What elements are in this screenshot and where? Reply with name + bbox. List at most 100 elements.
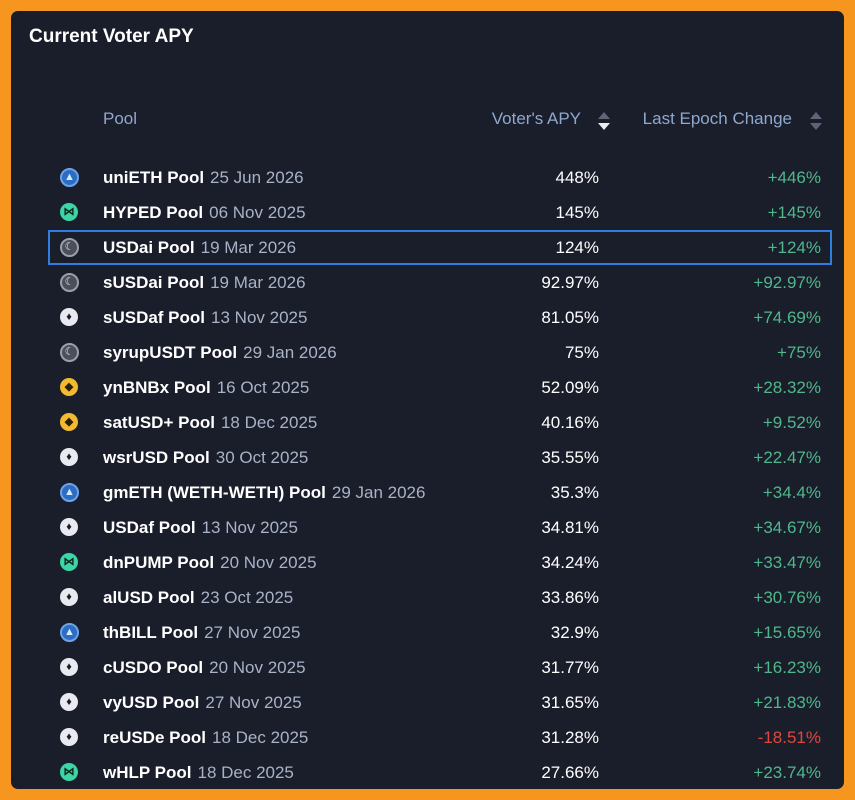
table-row[interactable]: ♦ vyUSD Pool 27 Nov 2025 31.65% +21.83% [11,685,844,720]
pool-date: 27 Nov 2025 [204,623,301,642]
eth-icon: ♦ [60,308,78,326]
table-row[interactable]: ☾ USDai Pool 19 Mar 2026 124% +124% [48,230,832,265]
epoch-change-value: +9.52% [762,413,821,432]
bnb-icon: ◆ [60,413,78,431]
table-row[interactable]: ⋈ dnPUMP Pool 20 Nov 2025 34.24% +33.47% [11,545,844,580]
pool-cell: sUSDaf Pool 13 Nov 2025 [103,308,307,328]
column-header-change[interactable]: Last Epoch Change [642,109,792,128]
pool-cell: wsrUSD Pool 30 Oct 2025 [103,448,308,468]
column-header-pool: Pool [103,109,138,128]
apy-value: 75% [564,343,599,362]
table-row[interactable]: ▲ thBILL Pool 27 Nov 2025 32.9% +15.65% [11,615,844,650]
apy-value: 33.86% [541,588,599,607]
pool-cell: HYPED Pool 06 Nov 2025 [103,203,306,223]
eth-icon: ♦ [60,693,78,711]
pool-date: 18 Dec 2025 [211,728,309,747]
arrow-icon: ▲ [60,168,79,187]
pool-cell: sUSDai Pool 19 Mar 2026 [103,273,306,293]
table-row[interactable]: ♦ USDaf Pool 13 Nov 2025 34.81% +34.67% [11,510,844,545]
pool-cell: vyUSD Pool 27 Nov 2025 [103,693,302,713]
pool-name: wsrUSD Pool [103,448,210,467]
table-row[interactable]: ⋈ HYPED Pool 06 Nov 2025 145% +145% [11,195,844,230]
table-row[interactable]: ♦ reUSDe Pool 18 Dec 2025 31.28% -18.51% [11,720,844,755]
apy-value: 448% [555,168,599,187]
epoch-change-value: +15.65% [753,623,821,642]
sort-apy-icon[interactable] [598,112,610,132]
pool-name: cUSDO Pool [103,658,204,677]
pool-name: satUSD+ Pool [103,413,215,432]
pool-date: 27 Nov 2025 [205,693,302,712]
pool-name: ynBNBx Pool [103,378,211,397]
pool-name: gmETH (WETH-WETH) Pool [103,483,326,502]
pool-date: 13 Nov 2025 [211,308,308,327]
epoch-change-value: +21.83% [753,693,821,712]
epoch-change-value: +34.67% [753,518,821,537]
epoch-change-value: +446% [767,168,821,187]
pool-cell: USDai Pool 19 Mar 2026 [103,238,296,258]
column-header-apy[interactable]: Voter's APY [491,109,581,128]
apy-value: 35.55% [541,448,599,467]
pool-cell: USDaf Pool 13 Nov 2025 [103,518,298,538]
pool-name: wHLP Pool [103,763,192,782]
apy-value: 31.28% [541,728,599,747]
table-row[interactable]: ▲ uniETH Pool 25 Jun 2026 448% +446% [11,160,844,195]
apy-value: 34.81% [541,518,599,537]
epoch-change-value: +74.69% [753,308,821,327]
table-row[interactable]: ☾ syrupUSDT Pool 29 Jan 2026 75% +75% [11,335,844,370]
table-row[interactable]: ♦ sUSDaf Pool 13 Nov 2025 81.05% +74.69% [11,300,844,335]
epoch-change-value: +16.23% [753,658,821,677]
pool-date: 06 Nov 2025 [209,203,306,222]
bnb-icon: ◆ [60,378,78,396]
pool-cell: cUSDO Pool 20 Nov 2025 [103,658,306,678]
sort-change-icon[interactable] [810,112,822,132]
table-row[interactable]: ◆ ynBNBx Pool 16 Oct 2025 52.09% +28.32% [11,370,844,405]
arrow-icon: ▲ [60,623,79,642]
arrow-icon: ▲ [60,483,79,502]
table-row[interactable]: ♦ cUSDO Pool 20 Nov 2025 31.77% +16.23% [11,650,844,685]
pool-cell: satUSD+ Pool 18 Dec 2025 [103,413,317,433]
epoch-change-value: +30.76% [753,588,821,607]
bow-icon: ⋈ [60,763,78,781]
pool-date: 19 Mar 2026 [210,273,306,292]
eth-icon: ♦ [60,448,78,466]
pool-cell: dnPUMP Pool 20 Nov 2025 [103,553,317,573]
table-row[interactable]: ▲ gmETH (WETH-WETH) Pool 29 Jan 2026 35.3% +… [11,475,844,510]
table-row[interactable]: ♦ wsrUSD Pool 30 Oct 2025 35.55% +22.47% [11,440,844,475]
pool-date: 20 Nov 2025 [209,658,306,677]
pool-cell: alUSD Pool 23 Oct 2025 [103,588,293,608]
pool-name: uniETH Pool [103,168,205,187]
pool-date: 30 Oct 2025 [215,448,309,467]
eth-icon: ♦ [60,728,78,746]
apy-value: 124% [555,238,599,257]
apy-value: 35.3% [550,483,599,502]
pool-name: reUSDe Pool [103,728,206,747]
pool-date: 25 Jun 2026 [210,168,304,187]
apy-value: 27.66% [541,763,599,782]
pool-name: USDai Pool [103,238,195,257]
apy-value: 52.09% [541,378,599,397]
apy-value: 81.05% [541,308,599,327]
apy-value: 92.97% [541,273,599,292]
table-row[interactable]: ☾ sUSDai Pool 19 Mar 2026 92.97% +92.97% [11,265,844,300]
panel-title: Current Voter APY [29,26,194,47]
moon-icon: ☾ [60,343,79,362]
epoch-change-value: +28.32% [753,378,821,397]
pool-cell: ynBNBx Pool 16 Oct 2025 [103,378,309,398]
pool-cell: reUSDe Pool 18 Dec 2025 [103,728,308,748]
epoch-change-value: +145% [767,203,821,222]
table-row[interactable]: ◆ satUSD+ Pool 18 Dec 2025 40.16% +9.52% [11,405,844,440]
table-row[interactable]: ♦ alUSD Pool 23 Oct 2025 33.86% +30.76% [11,580,844,615]
pool-date: 18 Dec 2025 [197,763,294,782]
pool-date: 29 Jan 2026 [243,343,337,362]
pool-date: 18 Dec 2025 [220,413,318,432]
apy-value: 145% [555,203,599,222]
apy-value: 40.16% [541,413,599,432]
epoch-change-value: +22.47% [753,448,821,467]
pool-cell: gmETH (WETH-WETH) Pool 29 Jan 2026 [103,483,425,503]
apy-value: 31.65% [541,693,599,712]
pool-name: dnPUMP Pool [103,553,215,572]
pool-name: USDaf Pool [103,518,196,537]
pool-cell: syrupUSDT Pool 29 Jan 2026 [103,343,337,363]
table-row[interactable]: ⋈ wHLP Pool 18 Dec 2025 27.66% +23.74% [11,755,844,789]
eth-icon: ♦ [60,658,78,676]
